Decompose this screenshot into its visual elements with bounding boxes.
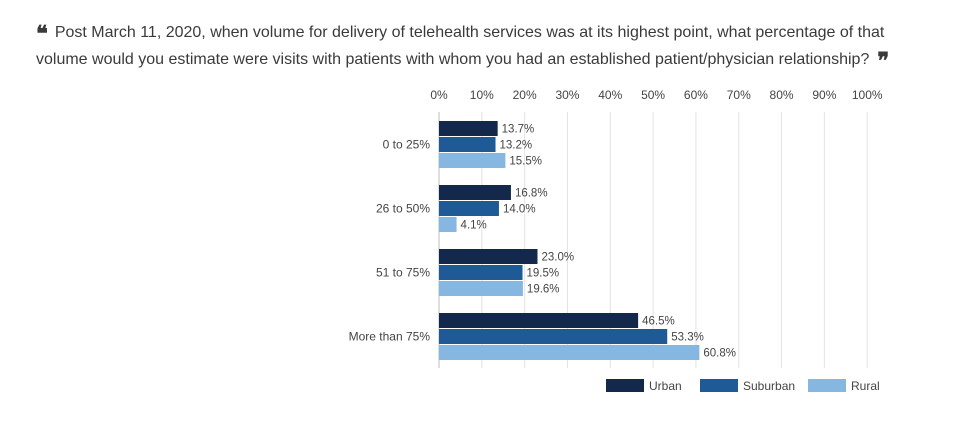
bar-urban xyxy=(439,185,511,200)
data-label: 60.8% xyxy=(703,348,736,360)
open-quote-icon: ❝ xyxy=(36,21,48,47)
legend-label-rural: Rural xyxy=(851,379,880,393)
legend: Urban Suburban Rural xyxy=(606,379,880,393)
close-quote-icon: ❞ xyxy=(877,48,889,74)
x-tick-label: 100% xyxy=(852,88,883,102)
data-label: 13.2% xyxy=(500,140,533,152)
bar-urban xyxy=(439,121,498,136)
data-label: 13.7% xyxy=(502,124,535,136)
x-tick-label: 40% xyxy=(598,88,622,102)
data-label: 23.0% xyxy=(541,252,574,264)
question-text: ❝ Post March 11, 2020, when volume for de… xyxy=(36,20,916,74)
legend-label-urban: Urban xyxy=(649,379,682,393)
data-label: 46.5% xyxy=(642,316,675,328)
category-label: 0 to 25% xyxy=(383,138,431,152)
data-label: 16.8% xyxy=(515,188,548,200)
x-tick-label: 70% xyxy=(727,88,751,102)
bar-rural xyxy=(439,153,506,168)
legend-label-suburban: Suburban xyxy=(743,379,795,393)
data-label: 15.5% xyxy=(509,156,542,168)
data-label: 14.0% xyxy=(503,204,536,216)
data-label: 4.1% xyxy=(461,220,487,232)
bar-urban xyxy=(439,313,639,328)
x-axis-ticks: 0% 10% 20% 30% 40% 50% 60% 70% 80% 90% 100% xyxy=(430,88,883,102)
category-label: 51 to 75% xyxy=(376,266,430,280)
bar-rural xyxy=(439,345,700,360)
x-tick-label: 0% xyxy=(430,88,448,102)
legend-swatch-rural xyxy=(808,379,846,392)
x-tick-label: 90% xyxy=(812,88,836,102)
bar-suburban xyxy=(439,329,668,344)
category-labels: 0 to 25% 26 to 50% 51 to 75% More than 75% xyxy=(349,138,431,344)
data-label: 53.3% xyxy=(671,332,704,344)
question-body: Post March 11, 2020, when volume for del… xyxy=(36,24,885,68)
bar-urban xyxy=(439,249,538,264)
bar-suburban xyxy=(439,265,523,280)
legend-swatch-suburban xyxy=(700,379,738,392)
category-label: More than 75% xyxy=(349,330,431,344)
category-label: 26 to 50% xyxy=(376,202,430,216)
x-tick-label: 60% xyxy=(684,88,708,102)
data-label: 19.5% xyxy=(526,268,559,280)
legend-swatch-urban xyxy=(606,379,644,392)
bars: 13.7% 13.2% 15.5% 16.8% 14.0% 4.1% 23.0% 19.5% 1… xyxy=(439,121,736,360)
data-label: 19.6% xyxy=(527,284,560,296)
bar-suburban xyxy=(439,201,499,216)
x-tick-label: 50% xyxy=(641,88,665,102)
x-tick-label: 10% xyxy=(470,88,494,102)
bar-suburban xyxy=(439,137,496,152)
x-tick-label: 30% xyxy=(555,88,579,102)
x-tick-label: 20% xyxy=(513,88,537,102)
bar-rural xyxy=(439,281,523,296)
bar-rural xyxy=(439,217,457,232)
x-tick-label: 80% xyxy=(770,88,794,102)
